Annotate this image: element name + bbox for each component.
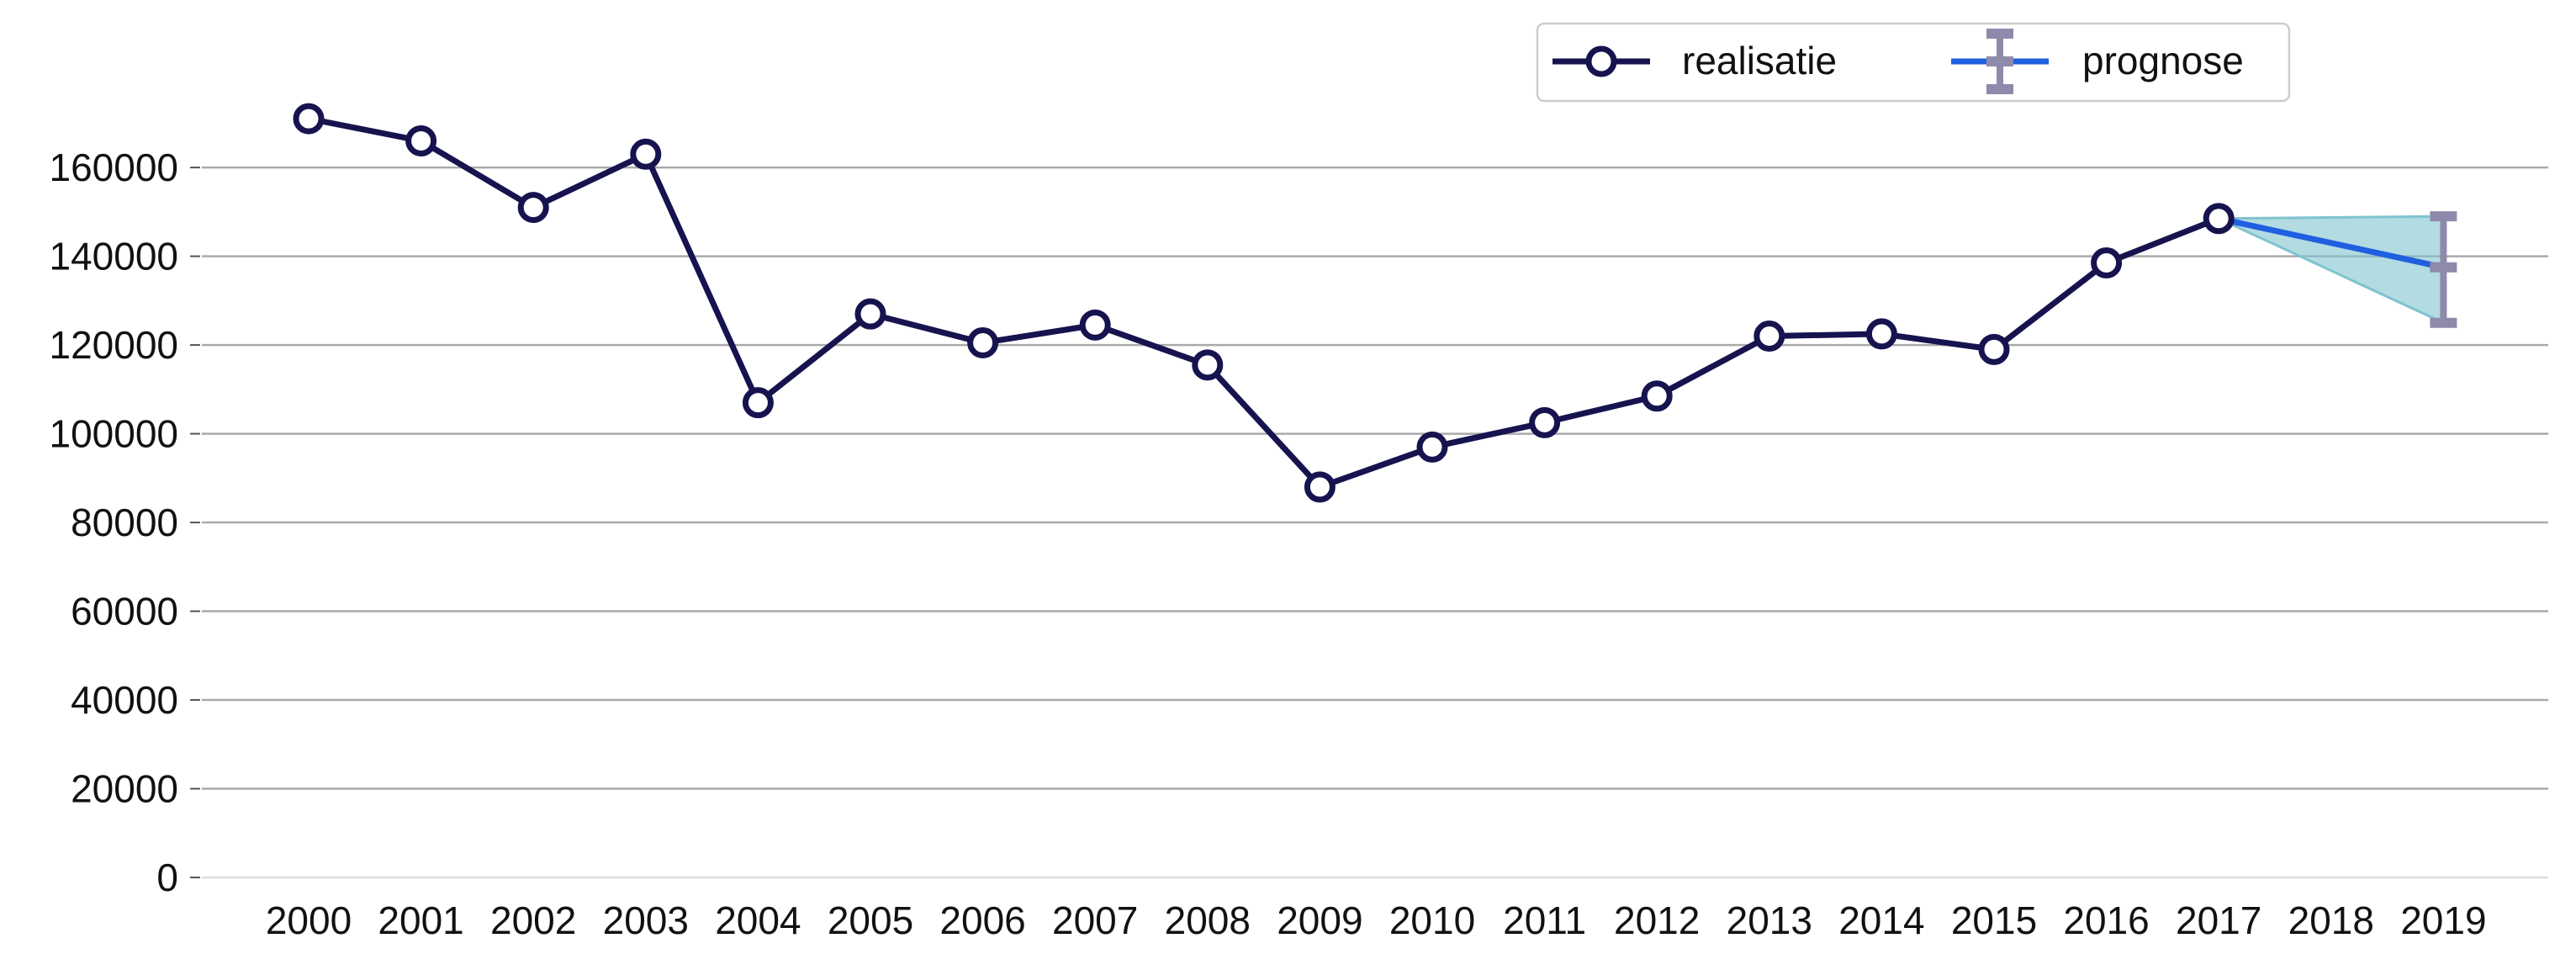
realisatie-point — [2091, 247, 2123, 279]
realisatie-point — [1079, 309, 1111, 341]
x-tick-label: 2001 — [378, 898, 463, 942]
x-tick-label: 2002 — [490, 898, 576, 942]
prognose-band — [2218, 215, 2445, 326]
realisatie-point — [1416, 431, 1448, 463]
x-tick-label: 2012 — [1614, 898, 1700, 942]
realisatie-point — [1304, 471, 1336, 503]
x-tick-label: 2003 — [603, 898, 689, 942]
y-tick-label: 160000 — [50, 146, 179, 189]
realisatie-point — [405, 125, 437, 156]
realisatie-point — [630, 138, 662, 170]
x-tick-label: 2010 — [1389, 898, 1475, 942]
realisatie-point — [854, 298, 886, 330]
x-tick-label: 2013 — [1727, 898, 1812, 942]
legend-prognose-label: prognose — [2082, 39, 2244, 82]
realisatie-point — [1753, 321, 1785, 352]
y-tick-label: 40000 — [71, 678, 178, 722]
realisatie-point — [1529, 406, 1561, 438]
legend-realisatie-label: realisatie — [1682, 39, 1837, 82]
x-tick-label: 2005 — [828, 898, 913, 942]
realisatie-point — [1865, 318, 1897, 350]
legend: realisatie prognose — [1536, 22, 2291, 103]
legend-realisatie-marker — [1585, 45, 1617, 77]
legend-box — [1536, 22, 2291, 103]
x-tick-label: 2009 — [1277, 898, 1362, 942]
realisatie-point — [2203, 203, 2235, 235]
realisatie-point — [1641, 380, 1673, 412]
x-tick-label: 2016 — [2063, 898, 2149, 942]
x-tick-label: 2000 — [266, 898, 352, 942]
x-tick-label: 2018 — [2288, 898, 2374, 942]
realisatie-point — [293, 103, 325, 135]
series-lines — [308, 115, 2445, 490]
axes: 0 20000 40000 60000 80000 100000 120000 140000 1… — [50, 146, 2487, 942]
gridlines — [202, 166, 2548, 879]
x-tick-label: 2008 — [1165, 898, 1251, 942]
x-tick-label: 2017 — [2176, 898, 2261, 942]
y-tick-label: 60000 — [71, 590, 178, 633]
realisatie-point — [1978, 333, 2010, 365]
series-markers — [293, 103, 2457, 503]
x-tick-label: 2011 — [1503, 898, 1586, 942]
realisatie-point — [1192, 349, 1224, 381]
y-tick-label: 20000 — [71, 767, 178, 811]
x-tick-label: 2006 — [939, 898, 1025, 942]
x-tick-label: 2015 — [1951, 898, 2037, 942]
y-tick-label: 0 — [156, 856, 178, 899]
y-tick-label: 120000 — [50, 323, 179, 367]
x-tick-label: 2019 — [2400, 898, 2486, 942]
x-tick-label: 2004 — [715, 898, 801, 942]
x-tick-label: 2007 — [1052, 898, 1138, 942]
y-tick-label: 100000 — [50, 412, 179, 456]
y-tick-label: 140000 — [50, 235, 179, 278]
x-tick-label: 2014 — [1838, 898, 1924, 942]
prognose-line — [2218, 215, 2445, 271]
realisatie-point — [967, 326, 999, 358]
realisatie-point — [517, 192, 549, 224]
realisatie-point — [742, 387, 774, 419]
realisatie-line — [308, 115, 2220, 490]
y-tick-label: 80000 — [71, 501, 178, 544]
forecast-band — [2218, 215, 2445, 326]
